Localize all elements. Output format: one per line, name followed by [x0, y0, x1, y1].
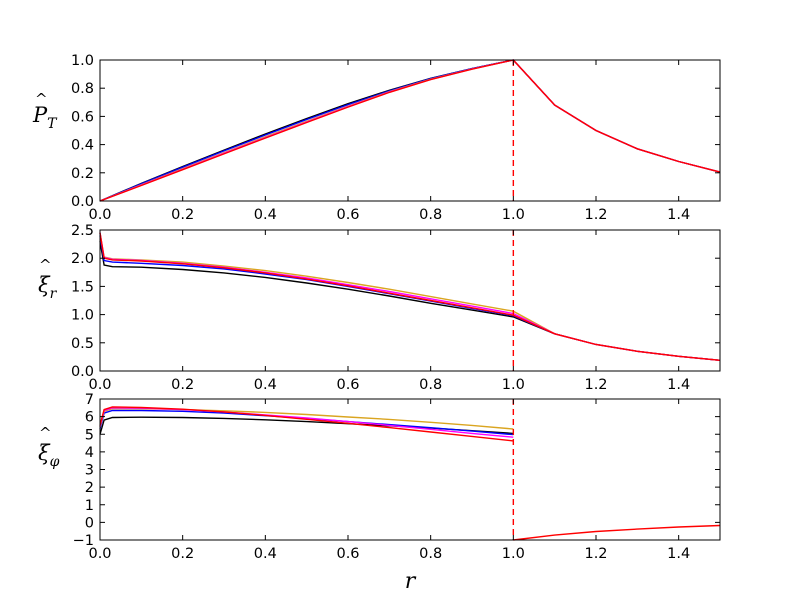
series-line-3: [99, 407, 514, 438]
x-tick-label: 0.6: [336, 546, 359, 562]
x-tick-label: 1.0: [502, 377, 525, 393]
y-tick-label: 1.0: [71, 53, 94, 69]
y-tick-label: 1: [85, 498, 94, 514]
y-tick-label: 1.0: [71, 308, 94, 324]
y-axis-label: ξr: [38, 273, 58, 302]
y-tick-label: 0.6: [71, 109, 94, 125]
x-tick-label: 0.6: [336, 207, 359, 223]
x-tick-label: 1.4: [667, 546, 690, 562]
x-tick-label: 0.4: [254, 546, 277, 562]
x-tick-label: 0.2: [171, 207, 194, 223]
y-tick-label: 0.2: [71, 166, 94, 182]
y-tick-label: 2.0: [71, 251, 94, 267]
y-tick-label: 1.5: [71, 279, 94, 295]
panel-pt: 0.0 0.2 0.4 0.6 0.8 1.0 1.2 1.4 0.0 0.2 0.4 0.6 0.8 1…: [32, 53, 721, 223]
x-tick-label: 0.8: [419, 207, 442, 223]
y-axis-label-hat: ^: [39, 424, 52, 442]
y-axis-label-hat: ^: [39, 256, 52, 274]
series-line-4: [99, 406, 514, 442]
series-line-4: [99, 232, 721, 361]
x-tick-label: 0.2: [171, 377, 194, 393]
y-tick-label: 0.5: [71, 336, 94, 352]
x-tick-label: 0.4: [254, 377, 277, 393]
y-tick-label: 5: [85, 427, 94, 443]
y-tick-label: 7: [85, 392, 94, 408]
x-tick-label: 0.8: [419, 546, 442, 562]
series-line-1: [99, 235, 721, 361]
x-tick-label: 0.8: [419, 377, 442, 393]
series-line-4: [99, 59, 721, 202]
series-line-3: [99, 59, 721, 202]
series-line-0: [99, 241, 721, 361]
plot-area: 0.0 0.2 0.4 0.6 0.8 1.0 1.2 1.4 −1 01 23 4 56 7: [73, 392, 721, 562]
y-tick-label: 0.0: [71, 194, 94, 210]
y-tick-label: 3: [85, 463, 94, 479]
x-tick-label: 0.2: [171, 546, 194, 562]
x-tick-label: 1.0: [502, 546, 525, 562]
y-axis-label-hat: ^: [35, 90, 48, 108]
panel-xi-r: 0.0 0.2 0.4 0.6 0.8 1.0 1.2 1.4 0.0 0.5 1.0 1.5 2.0 2…: [38, 223, 721, 393]
x-tick-label: 0.0: [88, 207, 111, 223]
panel-xi-phi: 0.0 0.2 0.4 0.6 0.8 1.0 1.2 1.4 −1 01 23 4 56 7 ξφ ^: [38, 392, 721, 562]
y-tick-label: −1: [73, 533, 94, 549]
x-tick-label: 0.6: [336, 377, 359, 393]
y-tick-label: 0.0: [71, 364, 94, 380]
series-line-1: [99, 59, 721, 202]
x-tick-label: 0.0: [88, 546, 111, 562]
series-line-2: [99, 59, 721, 202]
series-line-0: [99, 59, 721, 202]
y-tick-label: 0.8: [71, 81, 94, 97]
y-tick-label: 4: [85, 445, 94, 461]
x-tick-label: 1.2: [584, 207, 607, 223]
y-tick-label: 2.5: [71, 223, 94, 239]
y-tick-label: 6: [85, 410, 94, 426]
y-tick-label: 0.4: [71, 138, 94, 154]
series-line-outer: [513, 524, 721, 541]
series-line-2: [99, 408, 514, 430]
y-tick-label: 2: [85, 480, 94, 496]
y-tick-label: 0: [85, 515, 94, 531]
x-tick-label: 1.2: [584, 546, 607, 562]
x-tick-label: 1.4: [667, 377, 690, 393]
x-tick-label: 0.4: [254, 207, 277, 223]
axes-frame: [99, 59, 721, 202]
x-tick-label: 0.0: [88, 377, 111, 393]
axes-frame: [99, 229, 721, 372]
plot-area: 0.0 0.2 0.4 0.6 0.8 1.0 1.2 1.4 0.0 0.5 1.0 1.5 2.0 2…: [71, 223, 721, 393]
x-tick-label: 1.2: [584, 377, 607, 393]
x-axis-label: r: [405, 569, 417, 594]
plot-area: 0.0 0.2 0.4 0.6 0.8 1.0 1.2 1.4 0.0 0.2 0.4 0.6 0.8 1…: [71, 53, 721, 223]
y-axis-label: ξφ: [38, 441, 60, 470]
x-tick-label: 1.4: [667, 207, 690, 223]
x-tick-label: 1.0: [502, 207, 525, 223]
